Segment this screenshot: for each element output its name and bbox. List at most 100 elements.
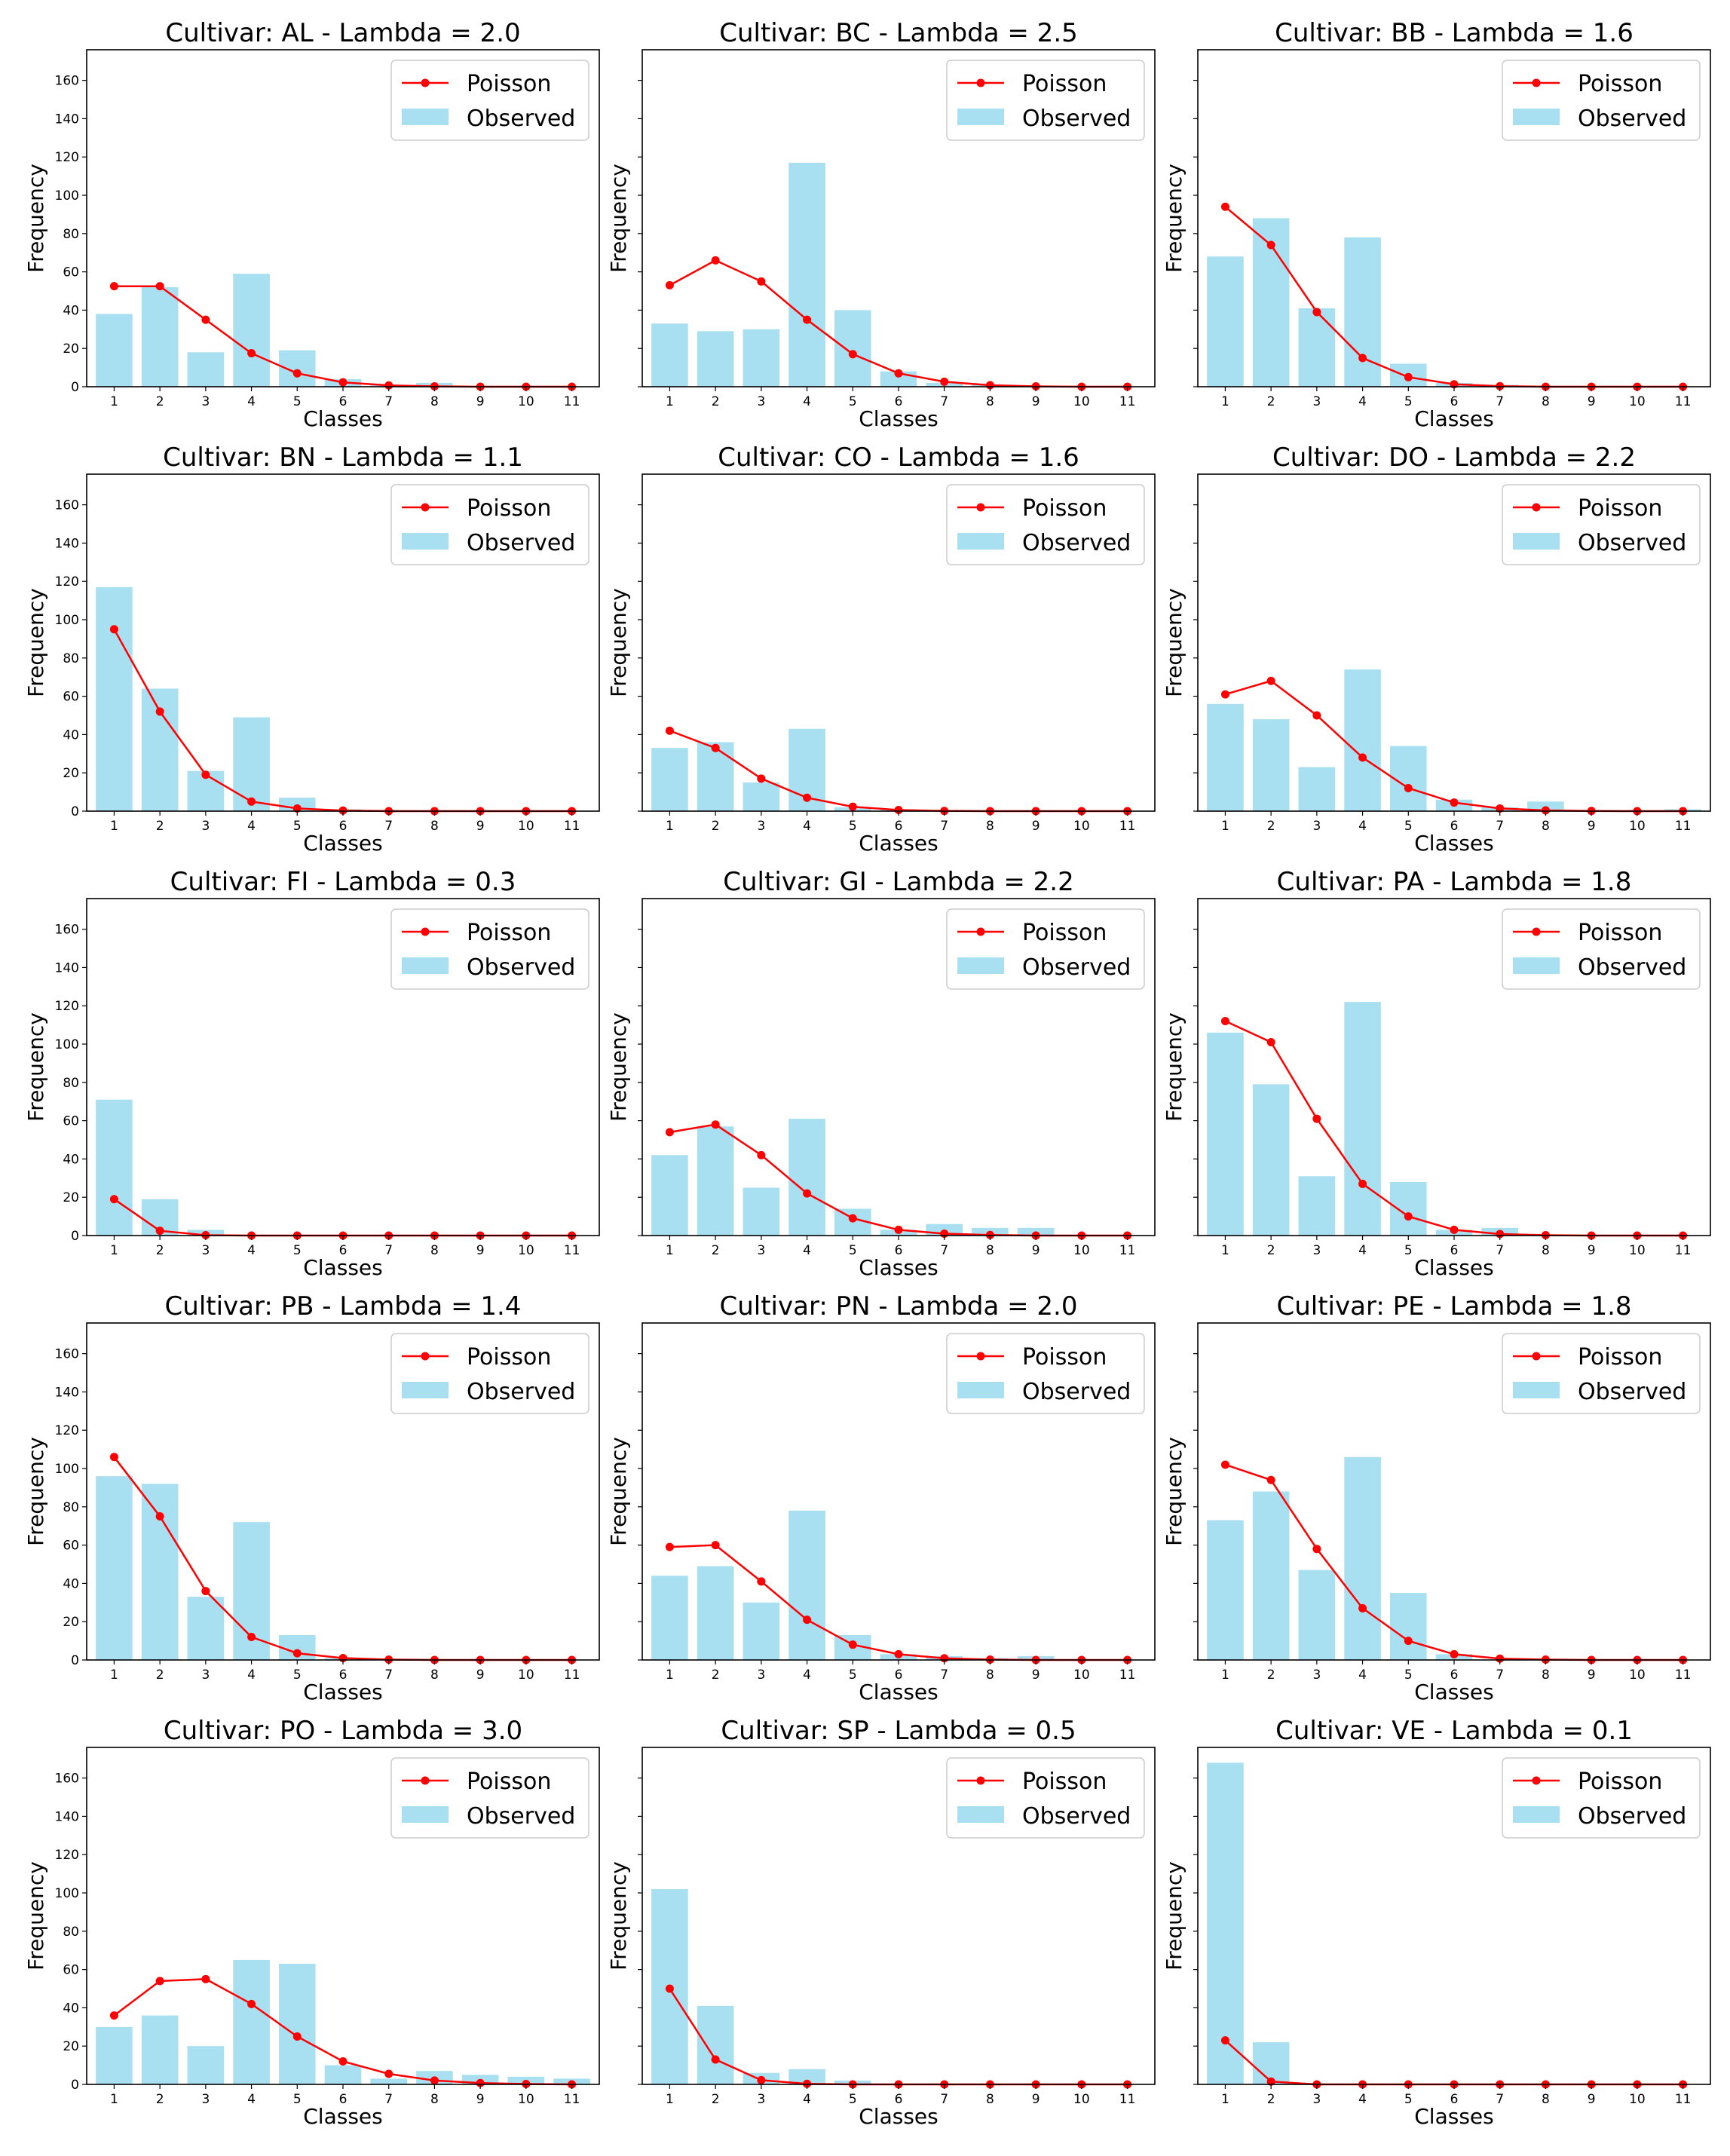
poisson-point xyxy=(1404,1212,1413,1221)
x-tick-label: 8 xyxy=(1542,2092,1550,2107)
legend-line-marker xyxy=(1532,927,1541,936)
poisson-point xyxy=(201,1974,210,1983)
poisson-point xyxy=(201,770,210,779)
chart-svg: Cultivar: FI - Lambda = 0.3 1 2 3 4 5 6 7 8 9 10 11… xyxy=(23,867,600,1280)
observed-bar xyxy=(187,2046,225,2084)
x-tick-label: 3 xyxy=(1312,1668,1321,1683)
y-tick-label: 0 xyxy=(71,804,79,819)
observed-bar xyxy=(1207,256,1244,387)
x-tick-label: 8 xyxy=(1542,1668,1550,1683)
poisson-point xyxy=(247,349,256,358)
poisson-line xyxy=(113,1198,572,1237)
legend: Poisson Observed xyxy=(946,908,1145,990)
x-axis-label: Classes xyxy=(303,2104,382,2129)
x-tick-label: 2 xyxy=(156,1243,164,1258)
x-tick-label: 5 xyxy=(849,1668,857,1683)
x-tick-label: 10 xyxy=(1073,1243,1090,1258)
poisson-line xyxy=(1224,2039,1683,2086)
poisson-point xyxy=(109,2011,118,2020)
x-tick-label: 2 xyxy=(1267,1243,1275,1258)
x-tick-label: 5 xyxy=(849,819,857,834)
x-tick-label: 5 xyxy=(1404,819,1413,834)
x-tick-label: 8 xyxy=(986,819,994,834)
x-tick-label: 11 xyxy=(564,394,580,409)
chart-panel: Cultivar: FI - Lambda = 0.3 1 2 3 4 5 6 7 8 9 10 11… xyxy=(0,849,600,1280)
x-tick-label: 7 xyxy=(940,394,948,409)
poisson-point xyxy=(665,280,674,289)
observed-bar xyxy=(233,274,270,387)
legend-line-marker xyxy=(421,503,430,512)
poisson-point xyxy=(1358,354,1367,363)
poisson-point xyxy=(1266,676,1275,685)
observed-bar xyxy=(96,1476,133,1660)
chart-title: Cultivar: BN - Lambda = 1.1 xyxy=(163,443,523,473)
x-tick-label: 7 xyxy=(940,819,948,834)
poisson-point xyxy=(803,1189,812,1198)
x-tick-label: 2 xyxy=(156,2092,164,2107)
y-axis-label: Frequency xyxy=(1162,1861,1187,1971)
chart-svg: Cultivar: SP - Lambda = 0.5 1 2 3 4 5 6 7 8 9 10 11… xyxy=(606,1716,1156,2129)
chart-svg: Cultivar: PO - Lambda = 3.0 1 2 3 4 5 6 7 8 9 10 11… xyxy=(23,1716,600,2129)
x-tick-label: 10 xyxy=(1629,394,1646,409)
observed-bar xyxy=(233,717,270,811)
legend: Poisson Observed xyxy=(1502,484,1701,565)
x-tick-label: 4 xyxy=(803,819,811,834)
x-tick-label: 9 xyxy=(1588,819,1596,834)
x-tick-label: 10 xyxy=(1629,819,1646,834)
legend-label-observed: Observed xyxy=(1022,1379,1131,1405)
legend-bar-swatch xyxy=(957,109,1004,125)
x-tick-label: 5 xyxy=(1404,2092,1413,2107)
poisson-point xyxy=(757,277,766,286)
chart-svg: Cultivar: VE - Lambda = 0.1 1 2 3 4 5 6 7 8 9 10 11… xyxy=(1162,1716,1711,2129)
poisson-point xyxy=(155,282,164,291)
observed-bar xyxy=(743,1602,780,1660)
x-tick-label: 6 xyxy=(339,819,348,834)
observed-bar xyxy=(1298,767,1336,811)
y-tick-label: 20 xyxy=(63,1615,79,1630)
x-tick-label: 1 xyxy=(110,394,118,409)
observed-bar xyxy=(187,1597,225,1660)
x-tick-label: 11 xyxy=(1675,819,1692,834)
poisson-point xyxy=(1358,753,1367,762)
x-tick-label: 2 xyxy=(1267,819,1275,834)
legend-bar-swatch xyxy=(957,1806,1004,1823)
x-tick-label: 3 xyxy=(1312,819,1321,834)
poisson-point xyxy=(1358,1179,1367,1188)
legend-bar-swatch xyxy=(1513,533,1560,550)
legend-label-poisson: Poisson xyxy=(1022,495,1107,522)
y-tick-label: 120 xyxy=(55,574,79,590)
chart-svg: Cultivar: PN - Lambda = 2.0 1 2 3 4 5 6 7 8 9 10 11… xyxy=(606,1291,1156,1704)
chart-title: Cultivar: BC - Lambda = 2.5 xyxy=(719,18,1078,48)
chart-panel: Cultivar: BB - Lambda = 1.6 1 2 3 4 5 6 7 8 9 10 11… xyxy=(1111,0,1711,431)
legend: Poisson Observed xyxy=(946,1333,1145,1414)
x-tick-label: 9 xyxy=(476,2092,485,2107)
legend: Poisson Observed xyxy=(946,60,1145,141)
x-axis-label: Classes xyxy=(1414,1255,1493,1280)
poisson-point xyxy=(109,282,118,291)
x-axis-label: Classes xyxy=(859,406,938,431)
poisson-point xyxy=(1220,202,1229,211)
poisson-point xyxy=(1266,1037,1275,1046)
y-axis-label: Frequency xyxy=(1162,1012,1187,1122)
x-axis-label: Classes xyxy=(859,1255,938,1280)
observed-bar xyxy=(1390,1593,1427,1660)
x-tick-label: 1 xyxy=(666,1243,674,1258)
poisson-point xyxy=(1266,240,1275,250)
poisson-point xyxy=(155,1977,164,1986)
x-tick-label: 2 xyxy=(156,819,164,834)
x-tick-label: 3 xyxy=(1312,394,1321,409)
observed-bar xyxy=(96,314,133,387)
observed-bar xyxy=(1298,1570,1336,1660)
x-tick-label: 4 xyxy=(803,394,811,409)
chart-panel: Cultivar: CO - Lambda = 1.6 1 2 3 4 5 6 7 8 9 10 11… xyxy=(556,424,1156,856)
x-tick-label: 9 xyxy=(1588,2092,1596,2107)
legend: Poisson Observed xyxy=(390,1757,589,1839)
legend-label-poisson: Poisson xyxy=(467,495,551,522)
x-tick-label: 10 xyxy=(518,394,534,409)
poisson-point xyxy=(757,774,766,783)
y-tick-label: 100 xyxy=(55,613,79,628)
chart-title: Cultivar: FI - Lambda = 0.3 xyxy=(170,867,516,897)
y-axis-label: Frequency xyxy=(23,1012,48,1122)
x-tick-label: 6 xyxy=(339,1243,348,1258)
y-tick-label: 80 xyxy=(63,227,79,242)
